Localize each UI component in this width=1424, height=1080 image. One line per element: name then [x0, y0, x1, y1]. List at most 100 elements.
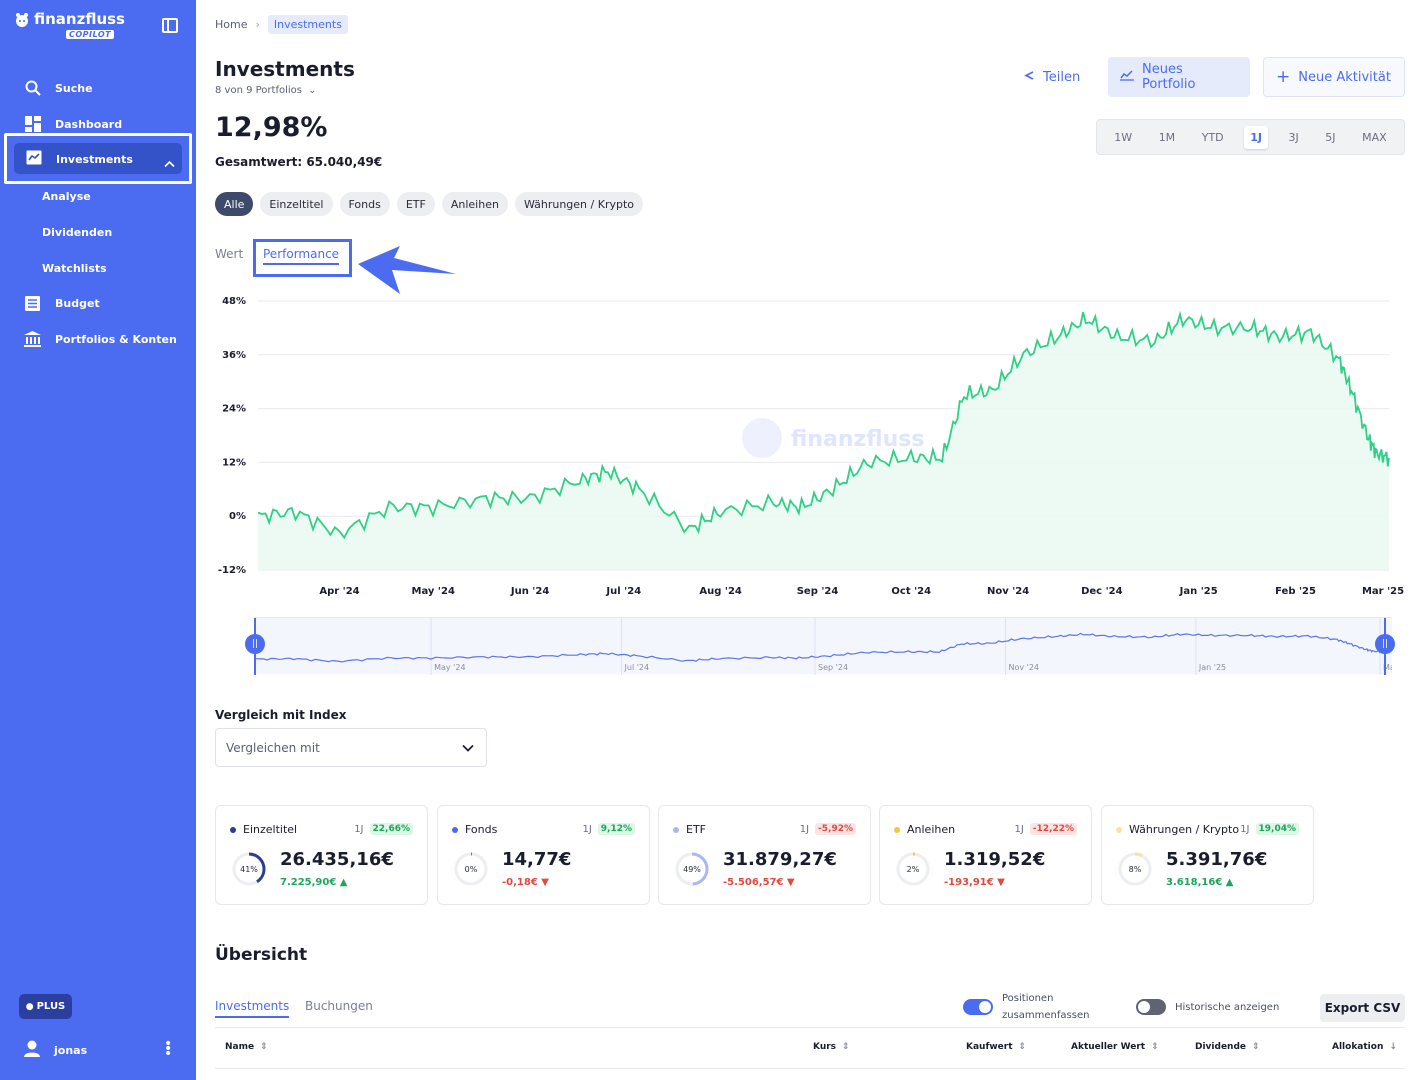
sidebar-item-portfolios[interactable]: Portfolios & Konten [24, 329, 177, 349]
portfolio-selector-label: 8 von 9 Portfolios [215, 85, 302, 96]
search-icon [24, 80, 41, 97]
user-profile[interactable]: jonas [24, 1040, 87, 1060]
filter-chip-fonds[interactable]: Fonds [339, 192, 390, 216]
card-period-label: 1J [1240, 823, 1250, 835]
range-tab-1w[interactable]: 1W [1114, 130, 1133, 144]
sidebar-collapse-icon[interactable] [162, 18, 178, 33]
column-header-name[interactable]: Name ⇕ [225, 1042, 268, 1052]
card-pct-badge: 9,12% [597, 823, 635, 835]
chart-line-icon [26, 150, 42, 168]
sidebar-item-budget[interactable]: Budget [24, 293, 100, 313]
sidebar-item-search[interactable]: Suche [24, 78, 93, 98]
allocation-label: 2% [906, 864, 920, 874]
card-value: 31.879,27€ [723, 849, 837, 870]
range-tabs: 1W 1M YTD 1J 3J 5J MAX [1096, 119, 1405, 155]
asset-card[interactable]: Fonds 1J 9,12% 0% 14,77€ -0,18€ ▼ [437, 805, 650, 905]
x-tick-label: May '24 [412, 586, 455, 597]
plus-badge[interactable]: ● PLUS [19, 994, 72, 1019]
view-tab-performance[interactable]: Performance [263, 247, 340, 265]
tab-buchungen[interactable]: Buchungen [305, 999, 373, 1013]
asset-card[interactable]: Einzeltitel 1J 22,66% 41% 26.435,16€ 7.225,90… [215, 805, 428, 905]
sidebar-subitem-dividenden[interactable]: Dividenden [42, 226, 113, 239]
logo[interactable]: finanzfluss COPILOT [14, 10, 125, 39]
asset-card[interactable]: Anleihen 1J -12,22% 2% 1.319,52€ -193,91€ ▼ [879, 805, 1092, 905]
toggle-historische-anzeigen[interactable] [1136, 999, 1166, 1015]
toggle-positionen-zusammenfassen[interactable] [963, 999, 993, 1015]
range-tab-1m[interactable]: 1M [1158, 130, 1176, 144]
x-tick-label: Nov '24 [987, 586, 1029, 597]
allocation-ring [1118, 852, 1152, 886]
column-header-aktueller-wert[interactable]: Aktueller Wert ⇕ [1071, 1042, 1159, 1052]
allocation-ring [675, 852, 709, 886]
asset-card[interactable]: ETF 1J -5,92% 49% 31.879,27€ -5.506,57€ ▼ [658, 805, 871, 905]
toggle1-label: Positionen zusammenfassen [1002, 993, 1090, 1021]
sidebar-subitem-watchlists[interactable]: Watchlists [42, 262, 107, 275]
more-vertical-icon[interactable]: • • • [164, 1036, 173, 1062]
card-pct-badge: 19,04% [1255, 823, 1299, 835]
allocation-label: 41% [240, 864, 258, 874]
card-title: Währungen / Krypto [1129, 823, 1240, 836]
tab-investments[interactable]: Investments [215, 999, 290, 1018]
x-tick-label: Jun '24 [510, 586, 549, 597]
allocation-ring [896, 852, 930, 886]
portfolio-selector[interactable]: 8 von 9 Portfolios ⌄ [215, 85, 317, 96]
range-tab-max[interactable]: MAX [1362, 130, 1387, 144]
range-tab-1j[interactable]: 1J [1244, 125, 1268, 149]
card-period: 1J -5,92% [800, 823, 856, 835]
x-tick-label: Sep '24 [797, 586, 839, 597]
column-header-kaufwert[interactable]: Kaufwert ⇕ [966, 1042, 1026, 1052]
asset-card[interactable]: Währungen / Krypto 1J 19,04% 8% 5.391,76€ 3.6… [1101, 805, 1314, 905]
column-header-allokation[interactable]: Allokation ↓ [1332, 1042, 1397, 1052]
breadcrumb-home[interactable]: Home [215, 18, 248, 31]
x-tick-label: Feb '25 [1275, 586, 1316, 597]
chevron-up-icon[interactable] [164, 153, 175, 172]
column-label: Dividende [1195, 1042, 1247, 1052]
share-button[interactable]: Teilen [1012, 57, 1092, 97]
brand-name: finanzfluss [34, 10, 125, 28]
allocation-label: 49% [683, 864, 701, 874]
card-period: 1J 22,66% [354, 823, 413, 835]
sort-icon: ⇕ [1018, 1042, 1027, 1052]
breadcrumb-current[interactable]: Investments [267, 15, 348, 34]
y-tick-label: 0% [229, 511, 246, 522]
card-change: -193,91€ ▼ [944, 877, 1005, 888]
x-tick-label: Jul '24 [605, 586, 641, 597]
performance-chart[interactable]: 48% 36% 24% 12% 0% -12% Apr '24 May '24 Jun '24… [196, 288, 1424, 608]
chart-watermark: finanzfluss [791, 427, 924, 452]
column-header-kurs[interactable]: Kurs ⇕ [813, 1042, 850, 1052]
range-tab-5j[interactable]: 5J [1325, 130, 1336, 144]
allocation-label: 8% [1128, 864, 1142, 874]
sidebar-item-investments[interactable]: Investments [14, 143, 182, 174]
table-header-divider [215, 1068, 1405, 1069]
new-portfolio-button[interactable]: Neues Portfolio [1108, 57, 1250, 97]
dashboard-icon [24, 116, 41, 133]
card-title: Einzeltitel [243, 823, 298, 836]
view-tab-wert[interactable]: Wert [215, 247, 244, 261]
tab-divider [215, 1027, 1405, 1028]
sidebar-item-dashboard[interactable]: Dashboard [24, 114, 122, 134]
plus-logo-icon: ● [25, 1001, 34, 1012]
compare-index-select[interactable]: Vergleichen mit [215, 728, 487, 767]
filter-chip-etf[interactable]: ETF [396, 192, 435, 216]
filter-chip-anleihen[interactable]: Anleihen [441, 192, 508, 216]
card-period: 1J 9,12% [582, 823, 635, 835]
compare-placeholder: Vergleichen mit [226, 740, 320, 755]
filter-chip-waehrungen[interactable]: Währungen / Krypto [514, 192, 643, 216]
filter-chip-alle[interactable]: Alle [215, 192, 254, 216]
card-title: ETF [686, 823, 706, 836]
y-tick-label: 12% [222, 457, 246, 468]
range-tab-ytd[interactable]: YTD [1201, 130, 1224, 144]
sidebar-subitem-analyse[interactable]: Analyse [42, 190, 91, 203]
card-title: Anleihen [907, 823, 956, 836]
filter-chip-einzeltitel[interactable]: Einzeltitel [260, 192, 333, 216]
sort-icon: ⇕ [260, 1042, 268, 1052]
export-csv-button[interactable]: Export CSV [1320, 994, 1405, 1022]
card-period: 1J -12,22% [1014, 823, 1077, 835]
new-activity-button[interactable]: + Neue Aktivität [1263, 57, 1405, 97]
card-period-label: 1J [1014, 823, 1024, 835]
bank-icon [24, 331, 41, 348]
range-tab-3j[interactable]: 3J [1288, 130, 1299, 144]
allocation-label: 0% [464, 864, 478, 874]
column-header-dividende[interactable]: Dividende ⇕ [1195, 1042, 1260, 1052]
